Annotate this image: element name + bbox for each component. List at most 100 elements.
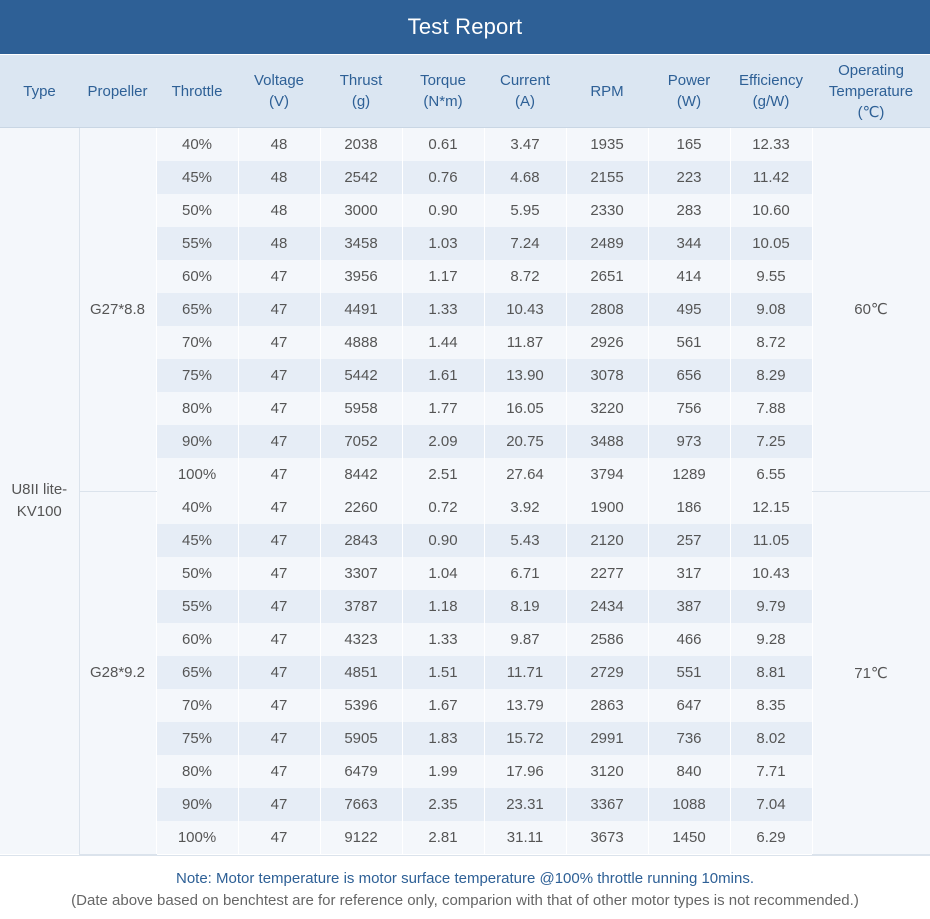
cell-power: 656 [648,359,731,392]
cell-voltage: 47 [238,557,321,590]
type-label-line: U8II lite- [11,481,68,498]
cell-efficiency: 8.81 [730,656,813,689]
cell-torque: 2.81 [402,821,485,854]
cell-throttle: 60% [156,623,239,656]
cell-current: 27.64 [484,458,567,491]
cell-voltage: 47 [238,788,321,821]
cell-thrust: 8442 [320,458,403,491]
cell-voltage: 47 [238,656,321,689]
header-line: Efficiency [739,72,803,89]
cell-torque: 2.51 [402,458,485,491]
cell-throttle: 50% [156,557,239,590]
cell-torque: 0.90 [402,524,485,557]
cell-voltage: 48 [238,161,321,194]
cell-current: 20.75 [484,425,567,458]
cell-efficiency: 8.29 [730,359,813,392]
cell-efficiency: 10.05 [730,227,813,260]
cell-voltage: 47 [238,293,321,326]
cell-current: 17.96 [484,755,567,788]
cell-efficiency: 9.28 [730,623,813,656]
cell-power: 840 [648,755,731,788]
cell-throttle: 70% [156,689,239,722]
cell-current: 5.43 [484,524,567,557]
table-row: 60% 47 3956 1.17 8.72 2651 414 9.55 [0,260,930,293]
propeller-cell: G27*8.8 [79,127,157,492]
table-row: 65% 47 4851 1.51 11.71 2729 551 8.81 [0,656,930,689]
header-line: Thrust [339,72,383,89]
cell-torque: 2.35 [402,788,485,821]
header-line: (N*m) [423,93,463,110]
cell-thrust: 2542 [320,161,403,194]
cell-rpm: 2330 [566,194,649,227]
cell-power: 495 [648,293,731,326]
cell-throttle: 55% [156,590,239,623]
cell-rpm: 2729 [566,656,649,689]
table-row: 80% 47 6479 1.99 17.96 3120 840 7.71 [0,755,930,788]
cell-voltage: 47 [238,359,321,392]
cell-thrust: 3458 [320,227,403,260]
cell-torque: 1.33 [402,293,485,326]
cell-torque: 0.90 [402,194,485,227]
cell-current: 6.71 [484,557,567,590]
cell-efficiency: 6.29 [730,821,813,854]
cell-efficiency: 8.72 [730,326,813,359]
cell-voltage: 47 [238,722,321,755]
cell-thrust: 5958 [320,392,403,425]
cell-torque: 1.17 [402,260,485,293]
cell-throttle: 80% [156,392,239,425]
cell-efficiency: 11.05 [730,524,813,557]
cell-current: 9.87 [484,623,567,656]
cell-rpm: 3078 [566,359,649,392]
cell-rpm: 2808 [566,293,649,326]
cell-power: 1088 [648,788,731,821]
cell-power: 387 [648,590,731,623]
cell-torque: 1.77 [402,392,485,425]
cell-thrust: 3000 [320,194,403,227]
header-operating-temperature: Operating Temperature (℃) [812,55,930,128]
cell-throttle: 90% [156,788,239,821]
header-line: Current [499,72,551,89]
cell-voltage: 47 [238,326,321,359]
cell-power: 756 [648,392,731,425]
cell-thrust: 3307 [320,557,403,590]
cell-rpm: 2926 [566,326,649,359]
table-row: 75% 47 5905 1.83 15.72 2991 736 8.02 [0,722,930,755]
cell-rpm: 2863 [566,689,649,722]
cell-torque: 1.33 [402,623,485,656]
temperature-cell: 71℃ [811,491,930,855]
header-row: Type Propeller Throttle Voltage (V) Thrust (g)… [0,55,930,128]
header-thrust: Thrust (g) [320,55,402,128]
cell-power: 283 [648,194,731,227]
table-row: 65% 47 4491 1.33 10.43 2808 495 9.08 [0,293,930,326]
cell-thrust: 2843 [320,524,403,557]
cell-rpm: 2434 [566,590,649,623]
cell-throttle: 100% [156,458,239,491]
header-type: Type [0,55,79,128]
table-row: G28*9.2 40% 47 2260 0.72 3.92 1900 186 12.15 71℃ [0,491,930,855]
cell-current: 4.68 [484,161,567,194]
header-voltage: Voltage (V) [238,55,320,128]
cell-power: 165 [648,127,731,161]
cell-power: 466 [648,623,731,656]
cell-rpm: 3488 [566,425,649,458]
header-line: RPM [590,82,624,100]
cell-efficiency: 7.04 [730,788,813,821]
cell-voltage: 47 [238,689,321,722]
cell-current: 15.72 [484,722,567,755]
report-title: Test Report [0,0,930,55]
table-row: 55% 47 3787 1.18 8.19 2434 387 9.79 [0,590,930,623]
cell-throttle: 40% [156,491,239,524]
cell-thrust: 4888 [320,326,403,359]
note-sub: (Date above based on benchtest are for r… [71,891,859,909]
table-row: 70% 47 4888 1.44 11.87 2926 561 8.72 [0,326,930,359]
cell-throttle: 45% [156,524,239,557]
table-row: 90% 47 7052 2.09 20.75 3488 973 7.25 [0,425,930,458]
cell-power: 414 [648,260,731,293]
cell-throttle: 45% [156,161,239,194]
header-line: (A) [515,93,535,110]
cell-power: 973 [648,425,731,458]
table-row: 45% 48 2542 0.76 4.68 2155 223 11.42 [0,161,930,194]
cell-current: 13.90 [484,359,567,392]
cell-thrust: 4323 [320,623,403,656]
